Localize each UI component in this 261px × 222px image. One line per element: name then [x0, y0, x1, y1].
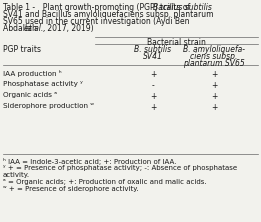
Text: ᵃ = Organic acids; +: Production of oxalic and malic acids.: ᵃ = Organic acids; +: Production of oxal… — [3, 179, 207, 185]
Text: SV41 and Bacillus amyloliquefaciens subsp. plantarum: SV41 and Bacillus amyloliquefaciens subs… — [3, 10, 213, 19]
Text: +: + — [211, 81, 217, 90]
Text: plantarum SV65: plantarum SV65 — [183, 59, 245, 68]
Text: +: + — [150, 103, 156, 112]
Text: +: + — [150, 92, 156, 101]
Text: activity.: activity. — [3, 172, 30, 178]
Text: Table 1 - Plant growth-promoting (PGP) traits of: Table 1 - Plant growth-promoting (PGP) t… — [3, 3, 193, 12]
Text: +: + — [211, 103, 217, 112]
Text: Siderophore production ʷ: Siderophore production ʷ — [3, 103, 94, 109]
Text: ciens subsp.: ciens subsp. — [190, 52, 238, 61]
Text: Bacillus subtilis: Bacillus subtilis — [153, 3, 212, 12]
Text: +: + — [211, 92, 217, 101]
Text: ʰ IAA = Indole-3-acetic acid; +: Production of IAA.: ʰ IAA = Indole-3-acetic acid; +: Product… — [3, 158, 176, 165]
Text: ʷ + = Presence of siderophore activity.: ʷ + = Presence of siderophore activity. — [3, 186, 139, 192]
Text: +: + — [150, 70, 156, 79]
Text: +: + — [211, 70, 217, 79]
Text: PGP traits: PGP traits — [3, 45, 41, 54]
Text: B. subtilis: B. subtilis — [134, 45, 171, 54]
Text: B. amyloliquefa-: B. amyloliquefa- — [183, 45, 245, 54]
Text: Abdallah: Abdallah — [3, 24, 39, 33]
Text: Organic acids ᵃ: Organic acids ᵃ — [3, 92, 57, 98]
Text: 2017, 2019): 2017, 2019) — [45, 24, 94, 33]
Text: -: - — [152, 81, 154, 90]
Text: Phosphatase activity ʸ: Phosphatase activity ʸ — [3, 81, 83, 87]
Text: Bacterial strain: Bacterial strain — [147, 38, 206, 47]
Text: SV41: SV41 — [143, 52, 163, 61]
Text: IAA production ʰ: IAA production ʰ — [3, 70, 62, 77]
Text: SV65 used in the current investigation (Aydi Ben: SV65 used in the current investigation (… — [3, 17, 189, 26]
Text: ʸ + = Presence of phosphatase activity; -: Absence of phosphatase: ʸ + = Presence of phosphatase activity; … — [3, 165, 237, 171]
Text: et al.,: et al., — [24, 24, 46, 33]
